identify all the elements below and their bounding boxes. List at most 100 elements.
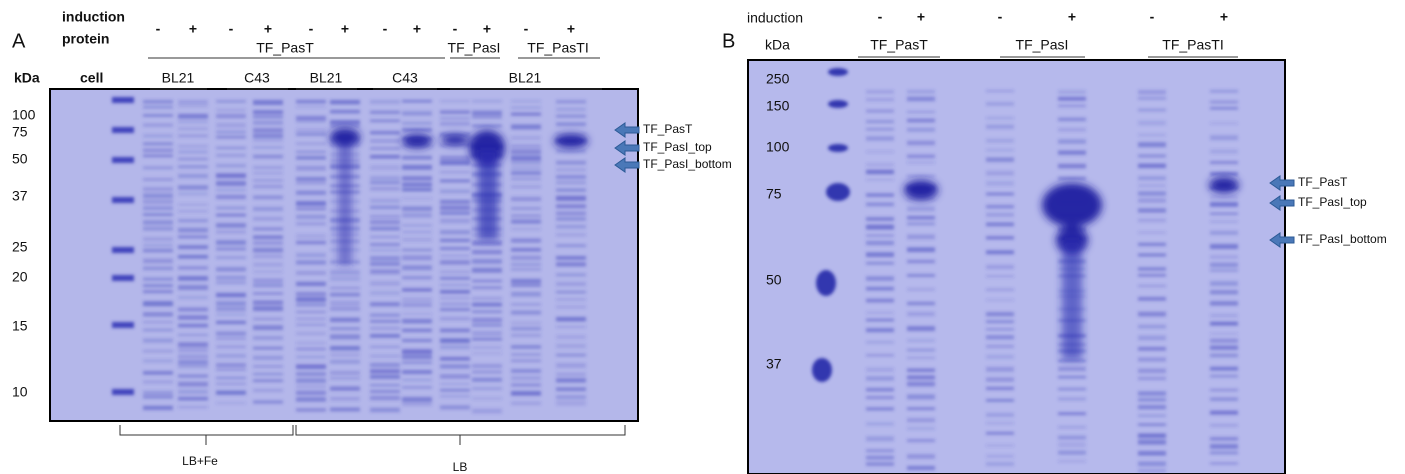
band <box>866 169 894 175</box>
band <box>440 308 470 311</box>
band <box>511 383 541 387</box>
band <box>178 192 208 196</box>
ladder-band <box>828 100 848 108</box>
band <box>370 235 400 239</box>
band <box>330 396 360 401</box>
band <box>370 181 400 184</box>
band <box>440 116 470 120</box>
band <box>296 241 326 245</box>
band <box>907 339 935 342</box>
ladder-band <box>112 275 134 281</box>
band <box>866 262 894 265</box>
band <box>472 302 502 307</box>
smear <box>478 150 498 240</box>
band <box>216 130 246 134</box>
arrow <box>614 122 640 138</box>
band <box>253 365 283 368</box>
band <box>143 237 173 242</box>
band <box>1058 139 1086 144</box>
band <box>296 385 326 389</box>
band <box>178 235 208 239</box>
band <box>296 222 326 226</box>
band <box>1058 176 1086 180</box>
band <box>1210 353 1238 358</box>
band <box>370 155 400 159</box>
band <box>296 150 326 154</box>
band <box>370 362 400 367</box>
band <box>296 364 326 369</box>
arrow-label: TF_PasT <box>643 122 693 136</box>
marker-label: 75 <box>12 124 28 140</box>
band <box>440 253 470 258</box>
band <box>296 347 326 351</box>
band <box>907 287 935 291</box>
induction-sign: + <box>413 21 421 37</box>
band <box>178 134 208 138</box>
band <box>1210 244 1238 249</box>
band <box>511 369 541 373</box>
band <box>1138 414 1166 417</box>
marker-label: 20 <box>12 269 28 285</box>
band <box>178 114 208 119</box>
ladder-band <box>112 322 134 328</box>
band <box>556 378 586 383</box>
band <box>370 243 400 246</box>
band <box>866 388 894 392</box>
band <box>1138 469 1166 473</box>
band <box>143 405 173 410</box>
induction-sign: + <box>264 21 272 37</box>
band <box>402 176 432 181</box>
band <box>296 133 326 136</box>
band <box>986 102 1014 106</box>
band <box>556 262 586 267</box>
band <box>143 154 173 157</box>
band <box>296 303 326 307</box>
band <box>1058 388 1086 391</box>
band <box>907 127 935 132</box>
band <box>402 197 432 200</box>
band <box>907 222 935 226</box>
band <box>178 173 208 179</box>
band <box>556 244 586 247</box>
band <box>440 289 470 294</box>
band <box>907 110 935 114</box>
band <box>178 227 208 233</box>
marker-label: 150 <box>766 98 790 114</box>
band <box>1210 212 1238 215</box>
band <box>370 220 400 225</box>
band <box>402 111 432 116</box>
band <box>143 206 173 211</box>
band <box>1138 461 1166 467</box>
band <box>986 298 1014 302</box>
band <box>986 312 1014 317</box>
ladder-band <box>112 247 134 253</box>
band <box>253 100 283 105</box>
band <box>216 135 246 139</box>
band <box>907 466 935 470</box>
band <box>143 243 173 248</box>
band <box>440 277 470 280</box>
band <box>253 179 283 182</box>
band <box>296 408 326 412</box>
band <box>253 110 283 114</box>
band <box>907 454 935 459</box>
band <box>472 115 502 119</box>
band <box>1210 388 1238 392</box>
band <box>253 283 283 288</box>
band <box>370 214 400 219</box>
band <box>556 217 586 221</box>
band <box>1138 253 1166 257</box>
band <box>370 313 400 317</box>
media-label: LB+Fe <box>182 454 218 468</box>
band <box>511 112 541 116</box>
band <box>178 185 208 190</box>
band <box>253 372 283 376</box>
row-label: kDa <box>14 70 40 86</box>
band <box>1210 262 1238 268</box>
band <box>178 120 208 124</box>
band <box>370 110 400 114</box>
band <box>143 321 173 324</box>
header-underlines <box>148 56 1238 90</box>
band <box>370 320 400 323</box>
band <box>1210 161 1238 164</box>
